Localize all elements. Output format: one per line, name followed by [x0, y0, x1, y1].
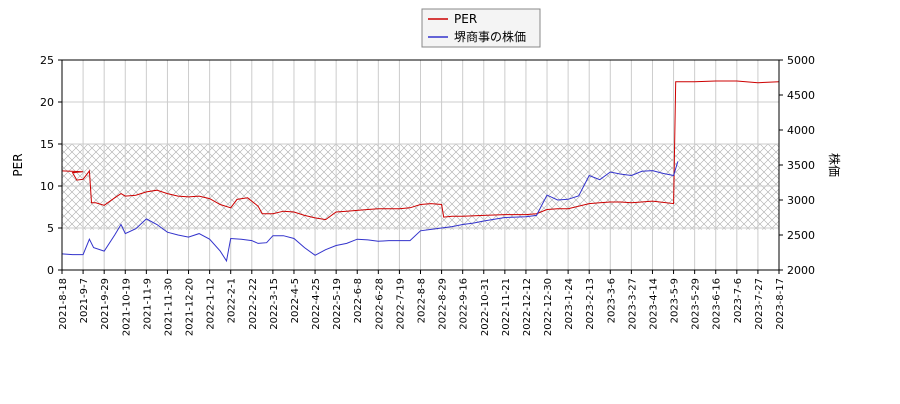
- x-tick-label: 2022-4-5: [290, 278, 301, 323]
- y-left-tick-label: 15: [40, 138, 54, 151]
- y-right-tick-label: 3500: [787, 159, 815, 172]
- x-tick-label: 2022-11-21: [501, 278, 512, 336]
- x-tick-label: 2022-4-25: [311, 278, 322, 330]
- y-left-tick-label: 10: [40, 180, 54, 193]
- x-tick-label: 2023-4-14: [648, 278, 659, 330]
- x-tick-label: 2022-3-15: [269, 278, 280, 330]
- x-tick-label: 2022-10-31: [480, 278, 491, 336]
- x-tick-label: 2022-2-22: [248, 278, 259, 330]
- y-right-tick-label: 5000: [787, 54, 815, 67]
- y-left-tick-label: 20: [40, 96, 54, 109]
- x-tick-label: 2023-8-17: [775, 278, 786, 330]
- x-tick-label: 2022-5-19: [332, 278, 343, 330]
- x-tick-label: 2021-12-20: [185, 278, 196, 336]
- y-right-tick-label: 4500: [787, 89, 815, 102]
- x-tick-label: 2023-2-13: [585, 278, 596, 330]
- x-tick-label: 2023-6-16: [712, 278, 723, 330]
- x-tick-label: 2021-8-18: [58, 278, 69, 330]
- y-right-tick-label: 3000: [787, 194, 815, 207]
- x-tick-label: 2023-7-6: [733, 278, 744, 323]
- x-tick-label: 2022-6-28: [374, 278, 385, 330]
- y-left-tick-label: 25: [40, 54, 54, 67]
- x-tick-label: 2022-9-16: [459, 278, 470, 330]
- x-tick-label: 2022-7-19: [395, 278, 406, 330]
- legend-label-0: PER: [454, 12, 477, 26]
- x-tick-label: 2021-11-30: [163, 278, 174, 336]
- legend-box: [421, 8, 541, 48]
- x-tick-label: 2023-3-6: [606, 278, 617, 323]
- x-tick-label: 2021-10-19: [121, 278, 132, 336]
- y-left-axis-label: PER: [11, 153, 25, 176]
- y-right-axis-label: 株価: [827, 153, 842, 177]
- x-tick-label: 2022-8-29: [438, 278, 449, 330]
- y-right-tick-label: 2500: [787, 229, 815, 242]
- legend-label-1: 堺商事の株価: [454, 29, 526, 44]
- x-tick-label: 2023-5-9: [670, 278, 681, 323]
- x-tick-label: 2023-1-24: [564, 278, 575, 330]
- x-tick-label: 2022-6-8: [353, 278, 364, 323]
- x-tick-label: 2023-3-27: [627, 278, 638, 330]
- x-tick-label: 2021-11-9: [142, 278, 153, 330]
- y-right-tick-label: 2000: [787, 264, 815, 277]
- x-tick-label: 2021-9-29: [100, 278, 111, 330]
- x-tick-label: 2023-7-27: [754, 278, 765, 330]
- y-left-tick-label: 0: [47, 264, 54, 277]
- x-tick-label: 2022-1-12: [206, 278, 217, 330]
- y-right-tick-label: 4000: [787, 124, 815, 137]
- x-tick-label: 2023-5-29: [691, 278, 702, 330]
- x-tick-label: 2022-2-1: [227, 278, 238, 323]
- x-tick-label: 2021-9-7: [79, 278, 90, 323]
- x-tick-label: 2022-8-8: [417, 278, 428, 323]
- series-line-1: [61, 161, 679, 263]
- x-tick-label: 2022-12-12: [522, 278, 533, 336]
- x-tick-label: 2022-12-30: [543, 278, 554, 336]
- series-line-0: [61, 80, 780, 221]
- y-left-tick-label: 5: [47, 222, 54, 235]
